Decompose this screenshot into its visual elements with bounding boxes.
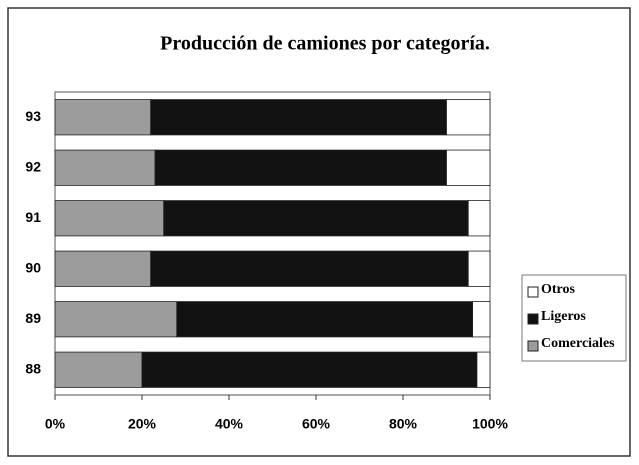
x-tick-label: 0% <box>45 416 66 432</box>
bar-segment <box>54 99 152 136</box>
y-tick-label: 89 <box>25 310 41 326</box>
bar-segment <box>467 200 491 237</box>
bar-segment <box>446 99 491 136</box>
x-tick-label: 100% <box>472 416 508 432</box>
bar-segment <box>476 351 491 388</box>
frame <box>7 7 631 457</box>
x-tick-label: 60% <box>302 416 331 432</box>
bar-segment <box>467 250 491 287</box>
chart-title: Producción de camiones por categoría. <box>160 33 490 55</box>
y-tick-label: 93 <box>25 108 41 124</box>
bar-segment <box>54 200 165 237</box>
bar-segment <box>150 99 447 136</box>
legend-swatch <box>527 286 539 298</box>
legend-label: Comerciales <box>541 336 615 351</box>
plot-area <box>54 91 491 396</box>
y-tick-label: 88 <box>25 360 41 376</box>
bar-segment <box>163 200 469 237</box>
bar-segment <box>54 250 152 287</box>
bar-segment <box>446 149 491 186</box>
legend-swatch <box>527 313 539 325</box>
x-tick-label: 40% <box>215 416 244 432</box>
y-tick-label: 92 <box>25 158 41 174</box>
x-tick-label: 20% <box>128 416 157 432</box>
legend-label: Ligeros <box>541 309 586 324</box>
legend-box <box>521 274 627 362</box>
y-tick-label: 91 <box>25 209 41 225</box>
bar-segment <box>54 301 178 338</box>
bar-segment <box>176 301 473 338</box>
legend-label: Otros <box>541 282 576 297</box>
legend-swatch <box>527 340 539 352</box>
bar-segment <box>54 149 156 186</box>
x-tick-label: 80% <box>389 416 418 432</box>
bar-segment <box>472 301 491 338</box>
bar-segment <box>141 351 478 388</box>
y-tick-label: 90 <box>25 259 41 275</box>
bar-segment <box>150 250 469 287</box>
bar-segment <box>54 351 143 388</box>
bar-segment <box>154 149 447 186</box>
